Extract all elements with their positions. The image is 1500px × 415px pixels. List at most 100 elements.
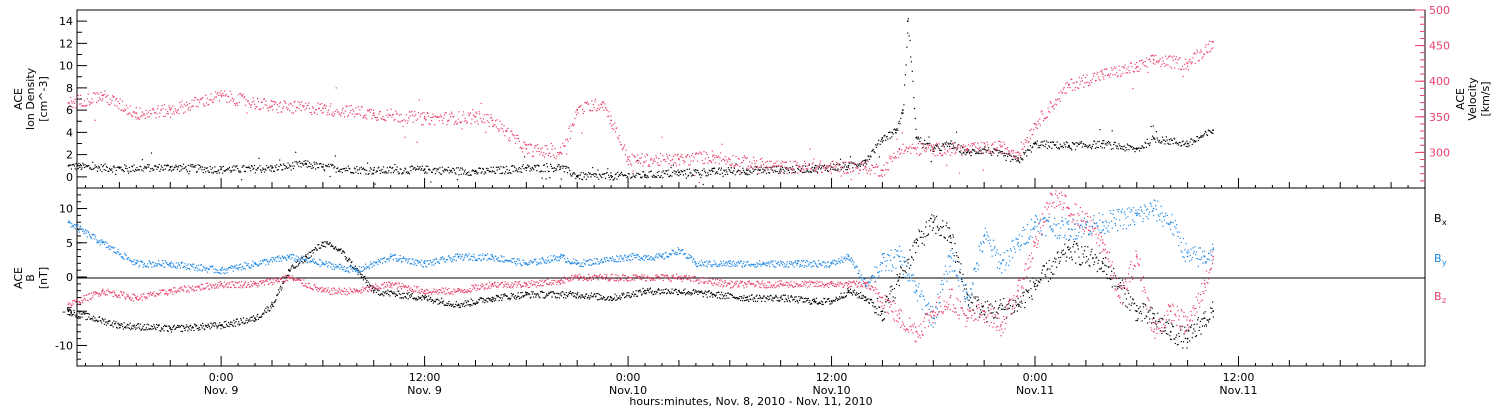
data-point: [1180, 57, 1181, 58]
data-point: [994, 317, 995, 318]
data-point: [94, 93, 95, 94]
data-point: [1157, 60, 1158, 61]
data-point: [705, 291, 706, 292]
data-point: [893, 296, 894, 297]
data-point: [798, 302, 799, 303]
data-point: [1023, 295, 1024, 296]
data-point: [1173, 56, 1174, 57]
data-point: [629, 174, 630, 175]
data-point: [136, 167, 137, 168]
data-point: [984, 143, 985, 144]
data-point: [214, 322, 215, 323]
data-point: [969, 153, 970, 154]
data-point: [357, 169, 358, 170]
data-point: [880, 170, 881, 171]
data-point: [643, 291, 644, 292]
data-point: [682, 293, 683, 294]
data-point: [684, 170, 685, 171]
data-point: [1056, 267, 1057, 268]
data-point: [627, 295, 628, 296]
data-point: [1191, 138, 1192, 139]
data-point: [185, 167, 186, 168]
data-point: [938, 230, 939, 231]
data-point: [709, 290, 710, 291]
data-point: [467, 121, 468, 122]
data-point: [1039, 147, 1040, 148]
data-point: [1026, 155, 1027, 156]
data-point: [1033, 282, 1034, 283]
data-point: [1155, 55, 1156, 56]
data-point: [908, 262, 909, 263]
data-point: [198, 100, 199, 101]
data-point: [147, 329, 148, 330]
data-point: [370, 112, 371, 113]
data-point: [528, 144, 529, 145]
data-point: [346, 105, 347, 106]
data-point: [120, 99, 121, 100]
data-point: [967, 294, 968, 295]
data-point: [465, 170, 466, 171]
data-point: [379, 170, 380, 171]
data-point: [985, 301, 986, 302]
data-point: [819, 165, 820, 166]
data-point: [744, 300, 745, 301]
data-point: [935, 233, 936, 234]
data-point: [657, 162, 658, 163]
data-point: [446, 112, 447, 113]
data-point: [678, 175, 679, 176]
data-point: [518, 169, 519, 170]
data-point: [249, 319, 250, 320]
data-point: [718, 292, 719, 293]
data-point: [439, 116, 440, 117]
data-point: [1012, 159, 1013, 160]
data-point: [898, 280, 899, 281]
data-point: [944, 146, 945, 147]
data-point: [497, 119, 498, 120]
data-point: [472, 109, 473, 110]
data-point: [704, 171, 705, 172]
data-point: [233, 99, 234, 100]
data-point: [977, 296, 978, 297]
data-point: [115, 174, 116, 175]
data-point: [1121, 146, 1122, 147]
anchor-point: [305, 163, 307, 165]
data-point: [1195, 63, 1196, 64]
data-point: [344, 116, 345, 117]
data-point: [1158, 141, 1159, 142]
data-point: [395, 110, 396, 111]
data-point: [1200, 49, 1201, 50]
data-point: [694, 293, 695, 294]
data-point: [237, 105, 238, 106]
data-point: [924, 150, 925, 151]
data-point: [828, 171, 829, 172]
data-point: [1125, 293, 1126, 294]
data-point: [750, 299, 751, 300]
data-point: [986, 142, 987, 143]
data-point: [917, 240, 918, 241]
data-point: [360, 115, 361, 116]
data-point: [217, 92, 218, 93]
data-point: [940, 153, 941, 154]
data-point: [969, 307, 970, 308]
data-point: [537, 144, 538, 145]
data-point: [129, 328, 130, 329]
data-point: [965, 154, 966, 155]
data-point: [1094, 262, 1095, 263]
data-point: [858, 167, 859, 168]
data-point: [607, 110, 608, 111]
data-point: [598, 105, 599, 106]
data-point: [903, 144, 904, 145]
data-point: [1098, 260, 1099, 261]
data-point: [133, 111, 134, 112]
data-point: [291, 166, 292, 167]
data-point: [877, 143, 878, 144]
data-point: [680, 174, 681, 175]
data-point: [133, 326, 134, 327]
data-point: [895, 297, 896, 298]
data-point: [1009, 308, 1010, 309]
data-point: [918, 229, 919, 230]
data-point: [648, 172, 649, 173]
data-point: [1062, 92, 1063, 93]
data-point: [219, 322, 220, 323]
data-point: [888, 169, 889, 170]
